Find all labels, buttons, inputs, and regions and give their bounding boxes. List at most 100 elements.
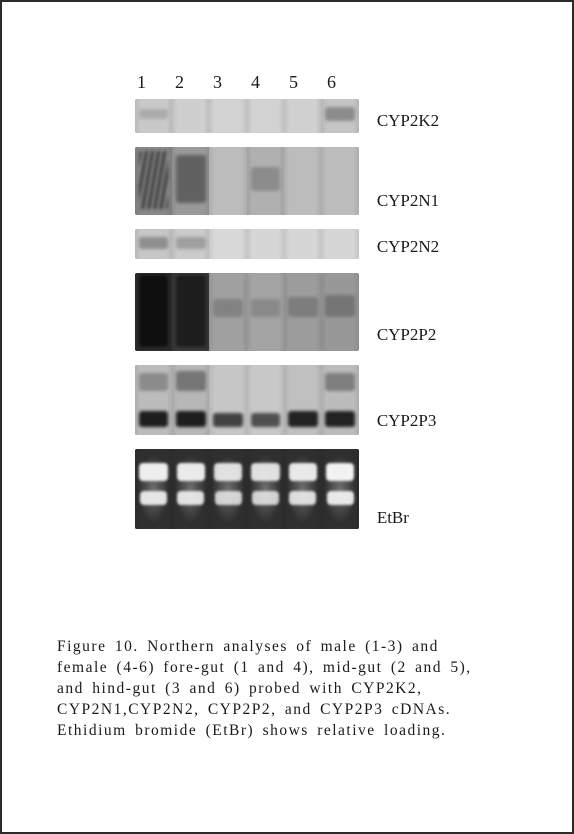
signal-band [251,413,281,427]
rrna-band-18s [252,491,279,505]
lane [172,99,209,133]
lane-number-row: 123456 [125,72,349,93]
lane [209,273,246,351]
rrna-band-18s [140,491,167,505]
lane [135,449,172,529]
lane [172,147,209,215]
lane [135,229,172,259]
lane [321,229,358,259]
lane [209,99,246,133]
blot-etbr [135,449,359,529]
lane [321,449,358,529]
lane [247,229,284,259]
signal-band [139,275,169,347]
rrna-band-18s [289,491,316,505]
signal-band [139,151,169,209]
signal-band [176,237,206,249]
blot-label: CYP2P2 [377,273,439,351]
blot-labels-column: CYP2K2 CYP2N1 CYP2N2 CYP2P2 CYP2P3 EtBr [359,99,439,543]
page-frame: 123456 CYP2K2 CYP2N1 CYP2N2 CYP2P2 CYP2P3 EtB… [0,0,574,834]
lane [284,273,321,351]
blot-cyp2n2 [135,229,359,259]
blot-cyp2p2 [135,273,359,351]
lane [172,365,209,435]
signal-band [213,299,243,317]
signal-band [176,275,206,347]
lane-number: 5 [277,72,311,93]
lane [284,365,321,435]
rrna-band-28s [139,463,167,481]
caption-line: Figure 10. Northern analyses of male (1-… [57,637,517,658]
blot-grid: CYP2K2 CYP2N1 CYP2N2 CYP2P2 CYP2P3 EtBr [135,99,439,543]
blot-label: CYP2N1 [377,147,439,215]
lane [284,229,321,259]
lane [209,449,246,529]
blot-cyp2k2 [135,99,359,133]
signal-band [288,411,318,427]
signal-band [325,107,355,121]
signal-band [139,411,169,427]
lane [247,273,284,351]
signal-band [176,371,206,391]
rrna-band-28s [177,463,205,481]
lane [247,99,284,133]
blot-label: EtBr [377,449,439,529]
lane-number: 1 [125,72,159,93]
blot-label: CYP2N2 [377,229,439,259]
lane [247,365,284,435]
signal-band [176,155,206,203]
blot-label: CYP2P3 [377,365,439,435]
signal-band [325,411,355,427]
signal-band [325,373,355,391]
lane [135,99,172,133]
signal-band [251,167,281,191]
signal-band [213,413,243,427]
lane [209,147,246,215]
caption-line: CYP2N1,CYP2N2, CYP2P2, and CYP2P3 cDNAs. [57,700,517,721]
blot-column [135,99,359,529]
figure-area: 123456 CYP2K2 CYP2N1 CYP2N2 CYP2P2 CYP2P3 EtB… [42,72,532,543]
rrna-band-28s [214,463,242,481]
signal-band [251,299,281,317]
figure-caption: Figure 10. Northern analyses of male (1-… [57,637,517,742]
lane [321,365,358,435]
lane [172,229,209,259]
rrna-band-28s [251,463,279,481]
signal-band [325,295,355,317]
lane [209,229,246,259]
lane [135,273,172,351]
rrna-band-18s [215,491,242,505]
lane-number: 3 [201,72,235,93]
rrna-band-18s [177,491,204,505]
signal-band [139,109,169,119]
rrna-band-28s [326,463,354,481]
lane [209,365,246,435]
lane-number: 6 [315,72,349,93]
blot-label: CYP2K2 [377,99,439,133]
lane-number: 4 [239,72,273,93]
blot-cyp2p3 [135,365,359,435]
rrna-band-28s [289,463,317,481]
lane [284,449,321,529]
lane [135,365,172,435]
signal-band [176,411,206,427]
lane [135,147,172,215]
blot-cyp2n1 [135,147,359,215]
caption-line: female (4-6) fore-gut (1 and 4), mid-gut… [57,658,517,679]
rrna-band-18s [327,491,354,505]
lane [321,147,358,215]
signal-band [139,237,169,249]
signal-band [139,373,169,391]
caption-line: and hind-gut (3 and 6) probed with CYP2K… [57,679,517,700]
lane-number: 2 [163,72,197,93]
lane [172,449,209,529]
signal-band [288,297,318,317]
lane [321,99,358,133]
lane [284,99,321,133]
lane [247,449,284,529]
lane [172,273,209,351]
caption-line: Ethidium bromide (EtBr) shows relative l… [57,721,517,742]
lane [321,273,358,351]
lane [247,147,284,215]
lane [284,147,321,215]
